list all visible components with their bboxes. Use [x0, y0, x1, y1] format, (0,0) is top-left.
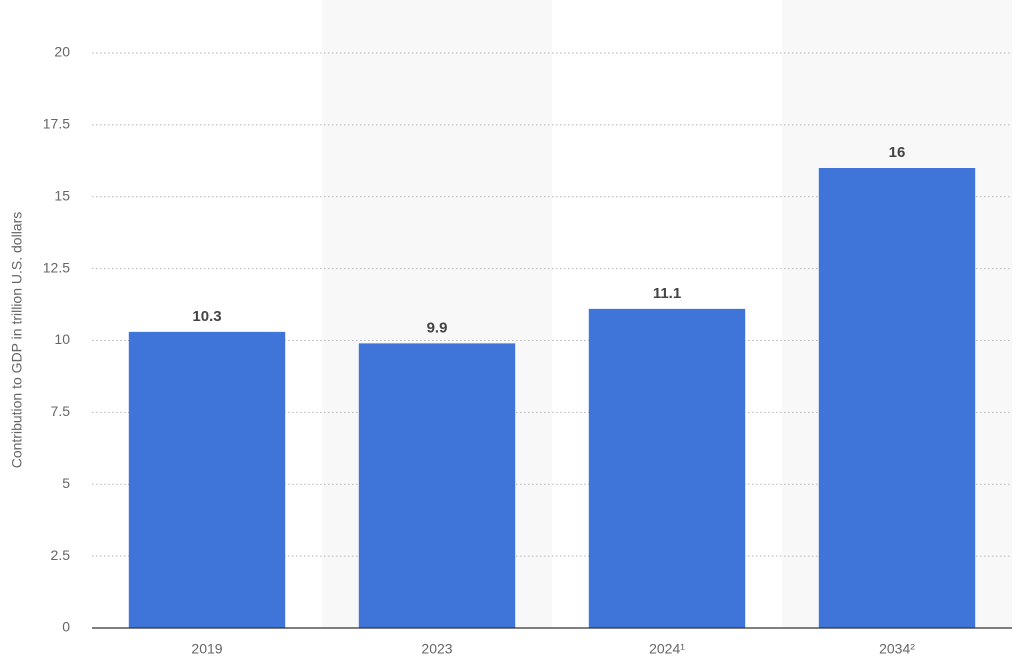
- x-tick-label: 2034²: [879, 641, 915, 657]
- y-tick-label: 5: [62, 475, 70, 491]
- x-tick-label: 2024¹: [649, 641, 685, 657]
- value-label: 10.3: [192, 308, 221, 325]
- y-tick-label: 20: [54, 44, 70, 60]
- bar: [818, 168, 976, 628]
- y-tick-label: 0: [62, 619, 70, 635]
- value-label: 11.1: [653, 285, 681, 302]
- y-tick-label: 2.5: [51, 547, 71, 563]
- y-tick-label: 7.5: [51, 403, 71, 419]
- y-axis-title: Contribution to GDP in trillion U.S. dol…: [9, 212, 25, 469]
- y-tick-label: 12.5: [43, 259, 70, 275]
- bar: [588, 308, 746, 628]
- value-label: 16: [889, 144, 906, 161]
- x-tick-label: 2019: [191, 641, 222, 657]
- bar: [128, 331, 286, 628]
- x-tick-label: 2023: [421, 641, 452, 657]
- y-tick-label: 15: [54, 187, 70, 203]
- y-tick-label: 17.5: [43, 116, 70, 132]
- y-tick-label: 10: [54, 331, 70, 347]
- bar: [358, 343, 516, 628]
- value-label: 9.9: [427, 319, 448, 336]
